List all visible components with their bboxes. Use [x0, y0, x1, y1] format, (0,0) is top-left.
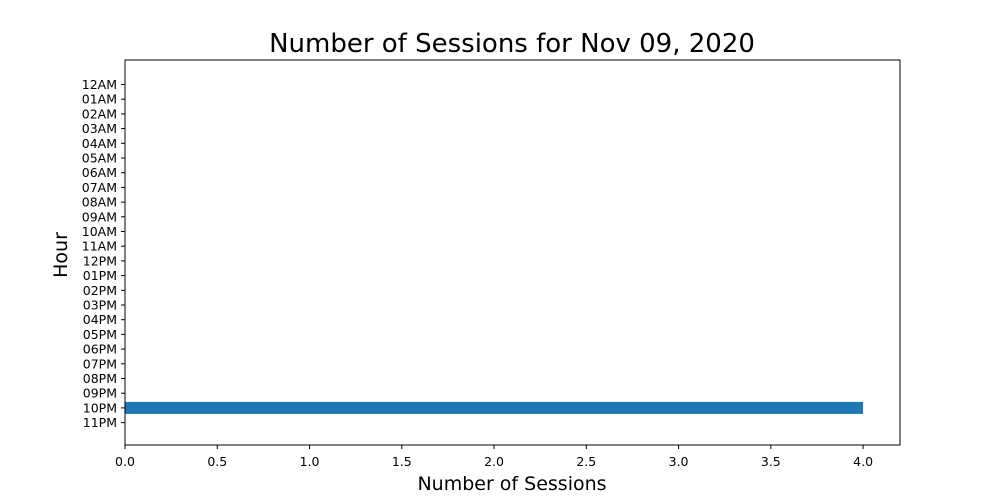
y-tick-label: 05PM — [83, 327, 117, 342]
x-tick-label: 1.0 — [300, 454, 320, 469]
y-tick-label: 11PM — [83, 415, 117, 430]
bar-10pm — [125, 401, 864, 414]
y-tick-label: 01AM — [82, 92, 117, 107]
x-tick-label: 0.0 — [115, 454, 135, 469]
x-tick-label: 4.0 — [853, 454, 873, 469]
y-tick-label: 05AM — [82, 151, 117, 166]
y-tick-label: 06PM — [83, 342, 117, 357]
y-tick-label: 09AM — [82, 209, 117, 224]
y-tick-label: 08PM — [83, 371, 117, 386]
y-tick-label: 07PM — [83, 356, 117, 371]
y-tick-label: 10PM — [83, 400, 117, 415]
y-tick-label: 04PM — [83, 312, 117, 327]
y-tick-label: 07AM — [82, 180, 117, 195]
x-axis-label: Number of Sessions — [417, 473, 606, 495]
x-tick-label: 2.0 — [484, 454, 504, 469]
x-tick-label: 2.5 — [576, 454, 596, 469]
y-tick-label: 10AM — [82, 224, 117, 239]
plot-area — [125, 401, 864, 414]
y-tick-label: 01PM — [83, 268, 117, 283]
y-tick-label: 08AM — [82, 195, 117, 210]
y-axis-label: Hour — [50, 232, 72, 278]
y-tick-label: 02AM — [82, 106, 117, 121]
y-tick-label: 03AM — [82, 121, 117, 136]
x-axis: 0.0 0.5 1.0 1.5 2.0 2.5 3.0 3.5 4.0 — [115, 445, 873, 469]
y-tick-label: 06AM — [82, 165, 117, 180]
x-tick-label: 0.5 — [207, 454, 227, 469]
y-tick-label: 04AM — [82, 136, 117, 151]
plot-frame — [124, 59, 901, 446]
x-tick-label: 1.5 — [392, 454, 412, 469]
x-tick-label: 3.0 — [669, 454, 689, 469]
chart-title: Number of Sessions for Nov 09, 2020 — [269, 29, 755, 59]
y-tick-label: 03PM — [83, 298, 117, 313]
y-tick-label: 02PM — [83, 283, 117, 298]
y-axis: 12AM01AM02AM03AM04AM05AM06AM07AM08AM09AM… — [82, 77, 125, 430]
y-tick-label: 09PM — [83, 386, 117, 401]
x-tick-label: 3.5 — [761, 454, 781, 469]
y-tick-label: 12AM — [82, 77, 117, 92]
y-tick-label: 12PM — [83, 253, 117, 268]
y-tick-label: 11AM — [82, 239, 117, 254]
